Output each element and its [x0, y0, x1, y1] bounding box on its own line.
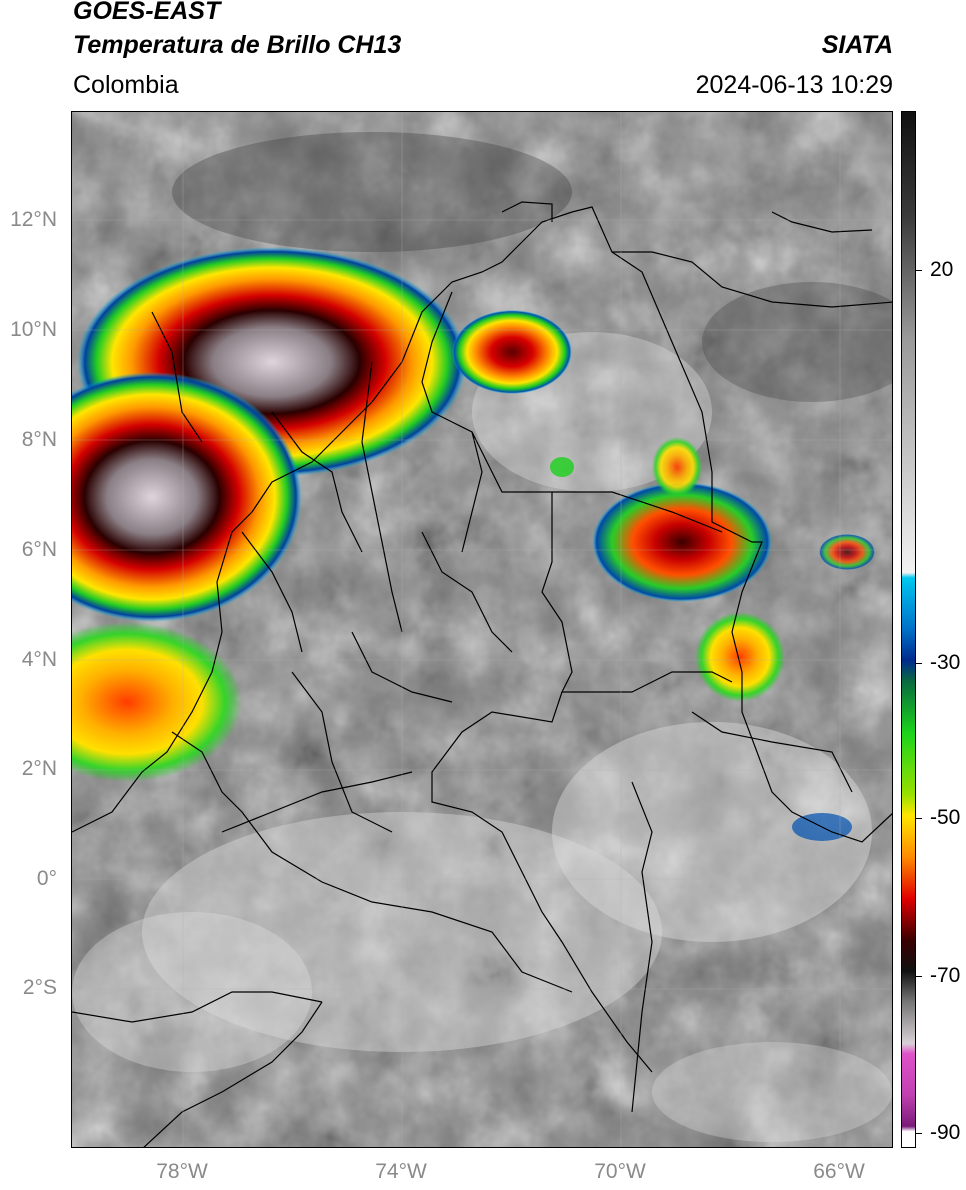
lon-label-70w: 70°W [594, 1160, 646, 1183]
colorbar-label-minus70: -70 [930, 964, 961, 987]
colorbar-tick [916, 818, 922, 819]
colorbar-tick [916, 270, 922, 271]
lat-label-10n: 10°N [10, 318, 57, 341]
storm-cell-guajira [452, 310, 572, 394]
storm-cell-orinoco [592, 482, 772, 602]
brightness-temperature-image [72, 112, 892, 1147]
lat-label-8n: 8°N [21, 428, 57, 451]
storm-cell-east [695, 612, 785, 702]
colorbar-label-20: 20 [930, 258, 954, 281]
colorbar-tick [916, 976, 922, 977]
colorbar-tick [916, 1133, 922, 1134]
product-title: Temperatura de Brillo CH13 [73, 31, 402, 59]
lat-label-4n: 4°N [21, 648, 57, 671]
colorbar-label-minus50: -50 [930, 806, 961, 829]
lat-label-12n: 12°N [10, 208, 57, 231]
colorbar-label-minus30: -30 [930, 651, 961, 674]
lat-label-2s: 2°S [22, 976, 57, 999]
agency-label: SIATA [821, 31, 893, 59]
lon-label-78w: 78°W [156, 1160, 208, 1183]
lat-label-2n: 2°N [21, 757, 57, 780]
lon-label-74w: 74°W [375, 1160, 427, 1183]
storm-cell-pacific-south [72, 622, 242, 782]
colorbar-tick [916, 663, 922, 664]
lat-label-6n: 6°N [21, 538, 57, 561]
lat-label-0: 0° [36, 867, 57, 890]
datetime-label: 2024-06-13 10:29 [695, 71, 893, 99]
satellite-title: GOES-EAST [73, 0, 221, 25]
temperature-colorbar [901, 111, 916, 1148]
lon-label-66w: 66°W [813, 1160, 865, 1183]
satellite-map [71, 111, 893, 1148]
colorbar-label-minus90: -90 [930, 1121, 961, 1144]
region-label: Colombia [73, 71, 179, 99]
storm-cell-pacific-north [72, 372, 302, 622]
